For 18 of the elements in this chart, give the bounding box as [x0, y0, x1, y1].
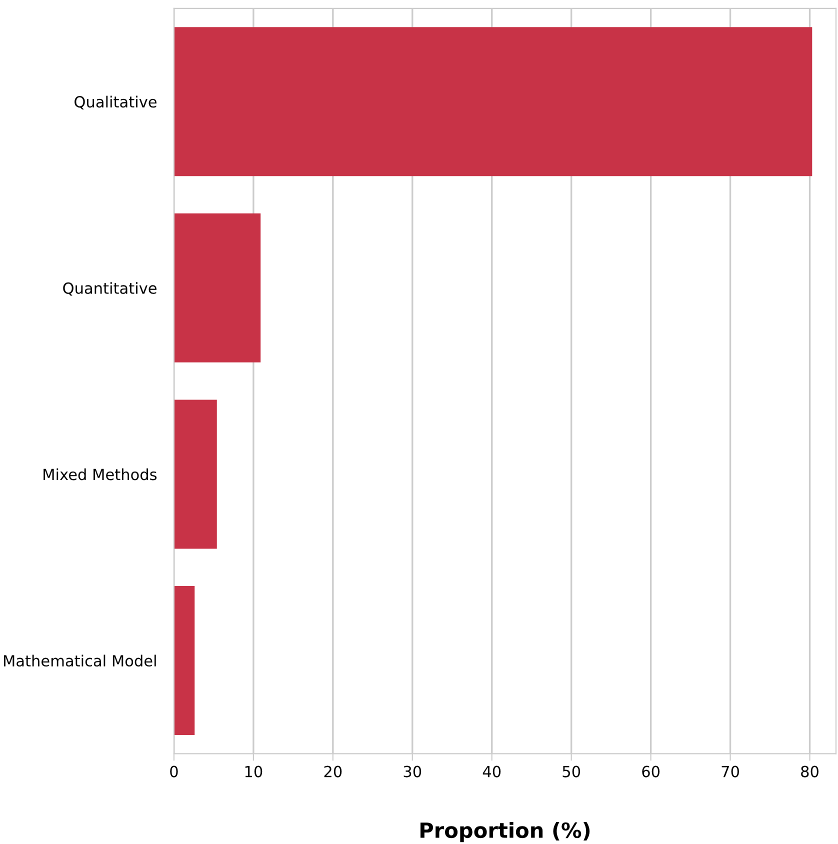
- y-tick-label: Mathematical Model: [4, 654, 156, 667]
- x-tick-label: 10: [245, 766, 262, 778]
- x-tick-label: 60: [642, 766, 660, 778]
- bar: [174, 586, 195, 736]
- y-tick-label: Mixed Methods: [44, 468, 157, 480]
- bar: [174, 213, 261, 362]
- x-tick-label: 20: [324, 766, 342, 778]
- x-tick-label: 0: [170, 766, 178, 778]
- y-tick-label: Quantitative: [63, 282, 156, 296]
- bar: [174, 400, 217, 549]
- x-tick-label: 50: [562, 766, 580, 778]
- x-tick-label: 70: [722, 766, 739, 778]
- y-tick-label: Qualitative: [74, 96, 156, 110]
- x-tick-label: 30: [404, 766, 422, 778]
- x-tick-label: 40: [482, 766, 501, 778]
- x-axis-title: Proportion (%): [420, 822, 590, 842]
- bar: [174, 27, 812, 176]
- x-tick-label: 80: [801, 766, 818, 778]
